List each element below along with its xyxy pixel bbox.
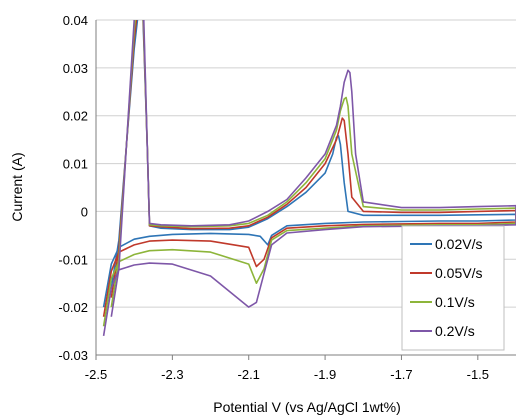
series-line-4 xyxy=(102,20,516,337)
y-tick-label: -0.03 xyxy=(58,348,88,363)
gridlines xyxy=(96,19,516,356)
x-axis-label: Potential V (vs Ag/AgCl 1wt%) xyxy=(213,399,401,415)
legend: 0.02V/s 0.05V/s 0.1V/s 0.2V/s xyxy=(401,225,505,351)
y-tick-label: -0.01 xyxy=(58,252,88,267)
x-tick-labels: -2.5 -2.3 -2.1 -1.9 -1.7 -1.5 xyxy=(85,367,489,382)
y-tick-label: 0 xyxy=(81,204,88,219)
y-tick-label: 0.01 xyxy=(63,157,88,172)
series-line-1 xyxy=(102,20,516,308)
y-tick-label: 0.02 xyxy=(63,109,88,124)
y-axis-label: Current (A) xyxy=(9,152,25,221)
y-tick-labels: -0.03 -0.02 -0.01 0 0.01 0.02 0.03 0.04 xyxy=(58,13,88,363)
y-tick-label: 0.04 xyxy=(63,13,88,28)
x-tick-label: -2.1 xyxy=(238,367,260,382)
x-tick-label: -2.5 xyxy=(85,367,107,382)
legend-label: 0.1V/s xyxy=(435,294,475,310)
y-tick-label: -0.02 xyxy=(58,300,88,315)
legend-label: 0.2V/s xyxy=(435,323,475,339)
series-line-2 xyxy=(102,20,516,317)
x-tick-label: -2.3 xyxy=(161,367,183,382)
series-layer xyxy=(102,20,516,337)
x-tick-label: -1.7 xyxy=(390,367,412,382)
x-tick-label: -1.5 xyxy=(467,367,489,382)
y-tick-label: 0.03 xyxy=(63,61,88,76)
legend-label: 0.02V/s xyxy=(435,236,482,252)
axes xyxy=(95,20,516,360)
legend-label: 0.05V/s xyxy=(435,265,482,281)
legend-box xyxy=(401,225,505,351)
x-tick-label: -1.9 xyxy=(314,367,336,382)
series-line-3 xyxy=(102,20,516,327)
